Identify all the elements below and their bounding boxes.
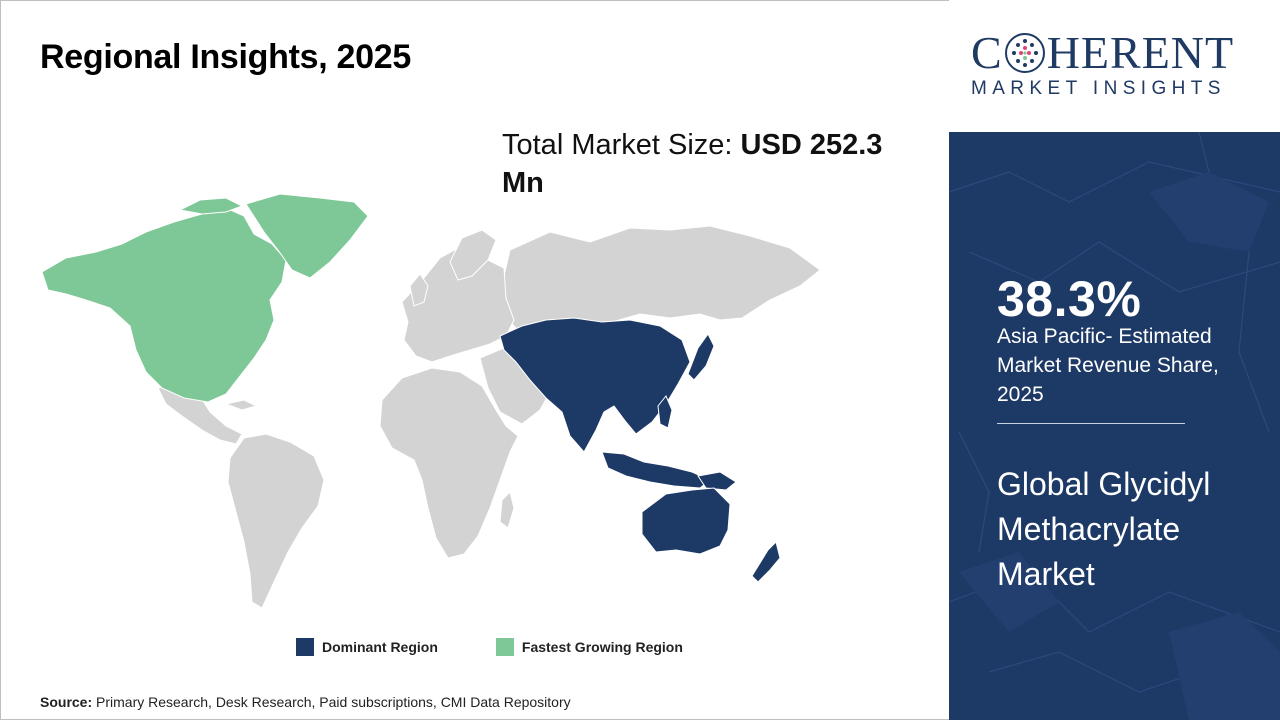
globe-dots-icon (1004, 33, 1045, 73)
legend-item-fastest-growing: Fastest Growing Region (495, 638, 683, 656)
legend-swatch-fastest-growing (495, 638, 514, 656)
brand-logo: C HERENT MARKET INSIGHTS (949, 0, 1280, 132)
philippines-landmass (657, 395, 673, 429)
legend-label-dominant: Dominant Region (322, 639, 438, 655)
brand-name-start: C (971, 27, 1003, 78)
british-isles-landmass (409, 273, 429, 307)
legend-swatch-dominant (296, 638, 314, 656)
world-map (41, 193, 821, 609)
north-america-landmass (41, 207, 287, 403)
south-america-landmass (227, 433, 325, 609)
source-note: Source: Primary Research, Desk Research,… (40, 694, 571, 710)
caribbean-landmass (224, 399, 258, 411)
stats-panel: 38.3% Asia Pacific- Estimated Market Rev… (949, 132, 1280, 720)
legend-item-dominant: Dominant Region (296, 638, 438, 656)
map-region-other (157, 225, 821, 609)
market-size-value: USD 252.3 Mn (502, 129, 883, 199)
scandinavia-landmass (449, 229, 497, 281)
australia-landmass (641, 487, 731, 555)
map-region-fastest-growing (41, 193, 369, 403)
brand-tagline: MARKET INSIGHTS (971, 78, 1226, 99)
page-title: Regional Insights, 2025 (40, 38, 411, 76)
right-panel: C HERENT MARKET INSIGHTS (949, 0, 1280, 720)
legend-label-fastest-growing: Fastest Growing Region (521, 639, 683, 655)
asia-pacific-mainland (499, 317, 691, 453)
brand-wordmark: C HERENT (971, 28, 1234, 78)
indonesia-landmass (601, 451, 711, 489)
market-name: Global Glycidyl Methacrylate Market (997, 466, 1211, 592)
total-market-size: Total Market Size: USD 252.3 Mn (502, 126, 922, 202)
share-label: Asia Pacific- Estimated Market Revenue S… (997, 325, 1219, 406)
japan-landmass (687, 333, 715, 381)
market-size-label: Total Market Size: (502, 129, 741, 161)
panel-divider (997, 423, 1185, 424)
new-guinea-landmass (697, 471, 737, 491)
arctic-islands-landmass (178, 197, 244, 215)
share-value: 38.3% (997, 271, 1142, 327)
madagascar-landmass (499, 491, 515, 529)
africa-landmass (379, 367, 519, 559)
panel-map-texture (949, 132, 1280, 720)
brand-name-end: HERENT (1046, 27, 1235, 78)
greenland-landmass (245, 193, 369, 279)
source-text: Primary Research, Desk Research, Paid su… (92, 694, 571, 710)
map-legend: Dominant Region Fastest Growing Region (296, 638, 683, 656)
map-region-dominant (499, 317, 781, 583)
new-zealand-landmass (751, 541, 781, 583)
source-label: Source: (40, 694, 93, 710)
